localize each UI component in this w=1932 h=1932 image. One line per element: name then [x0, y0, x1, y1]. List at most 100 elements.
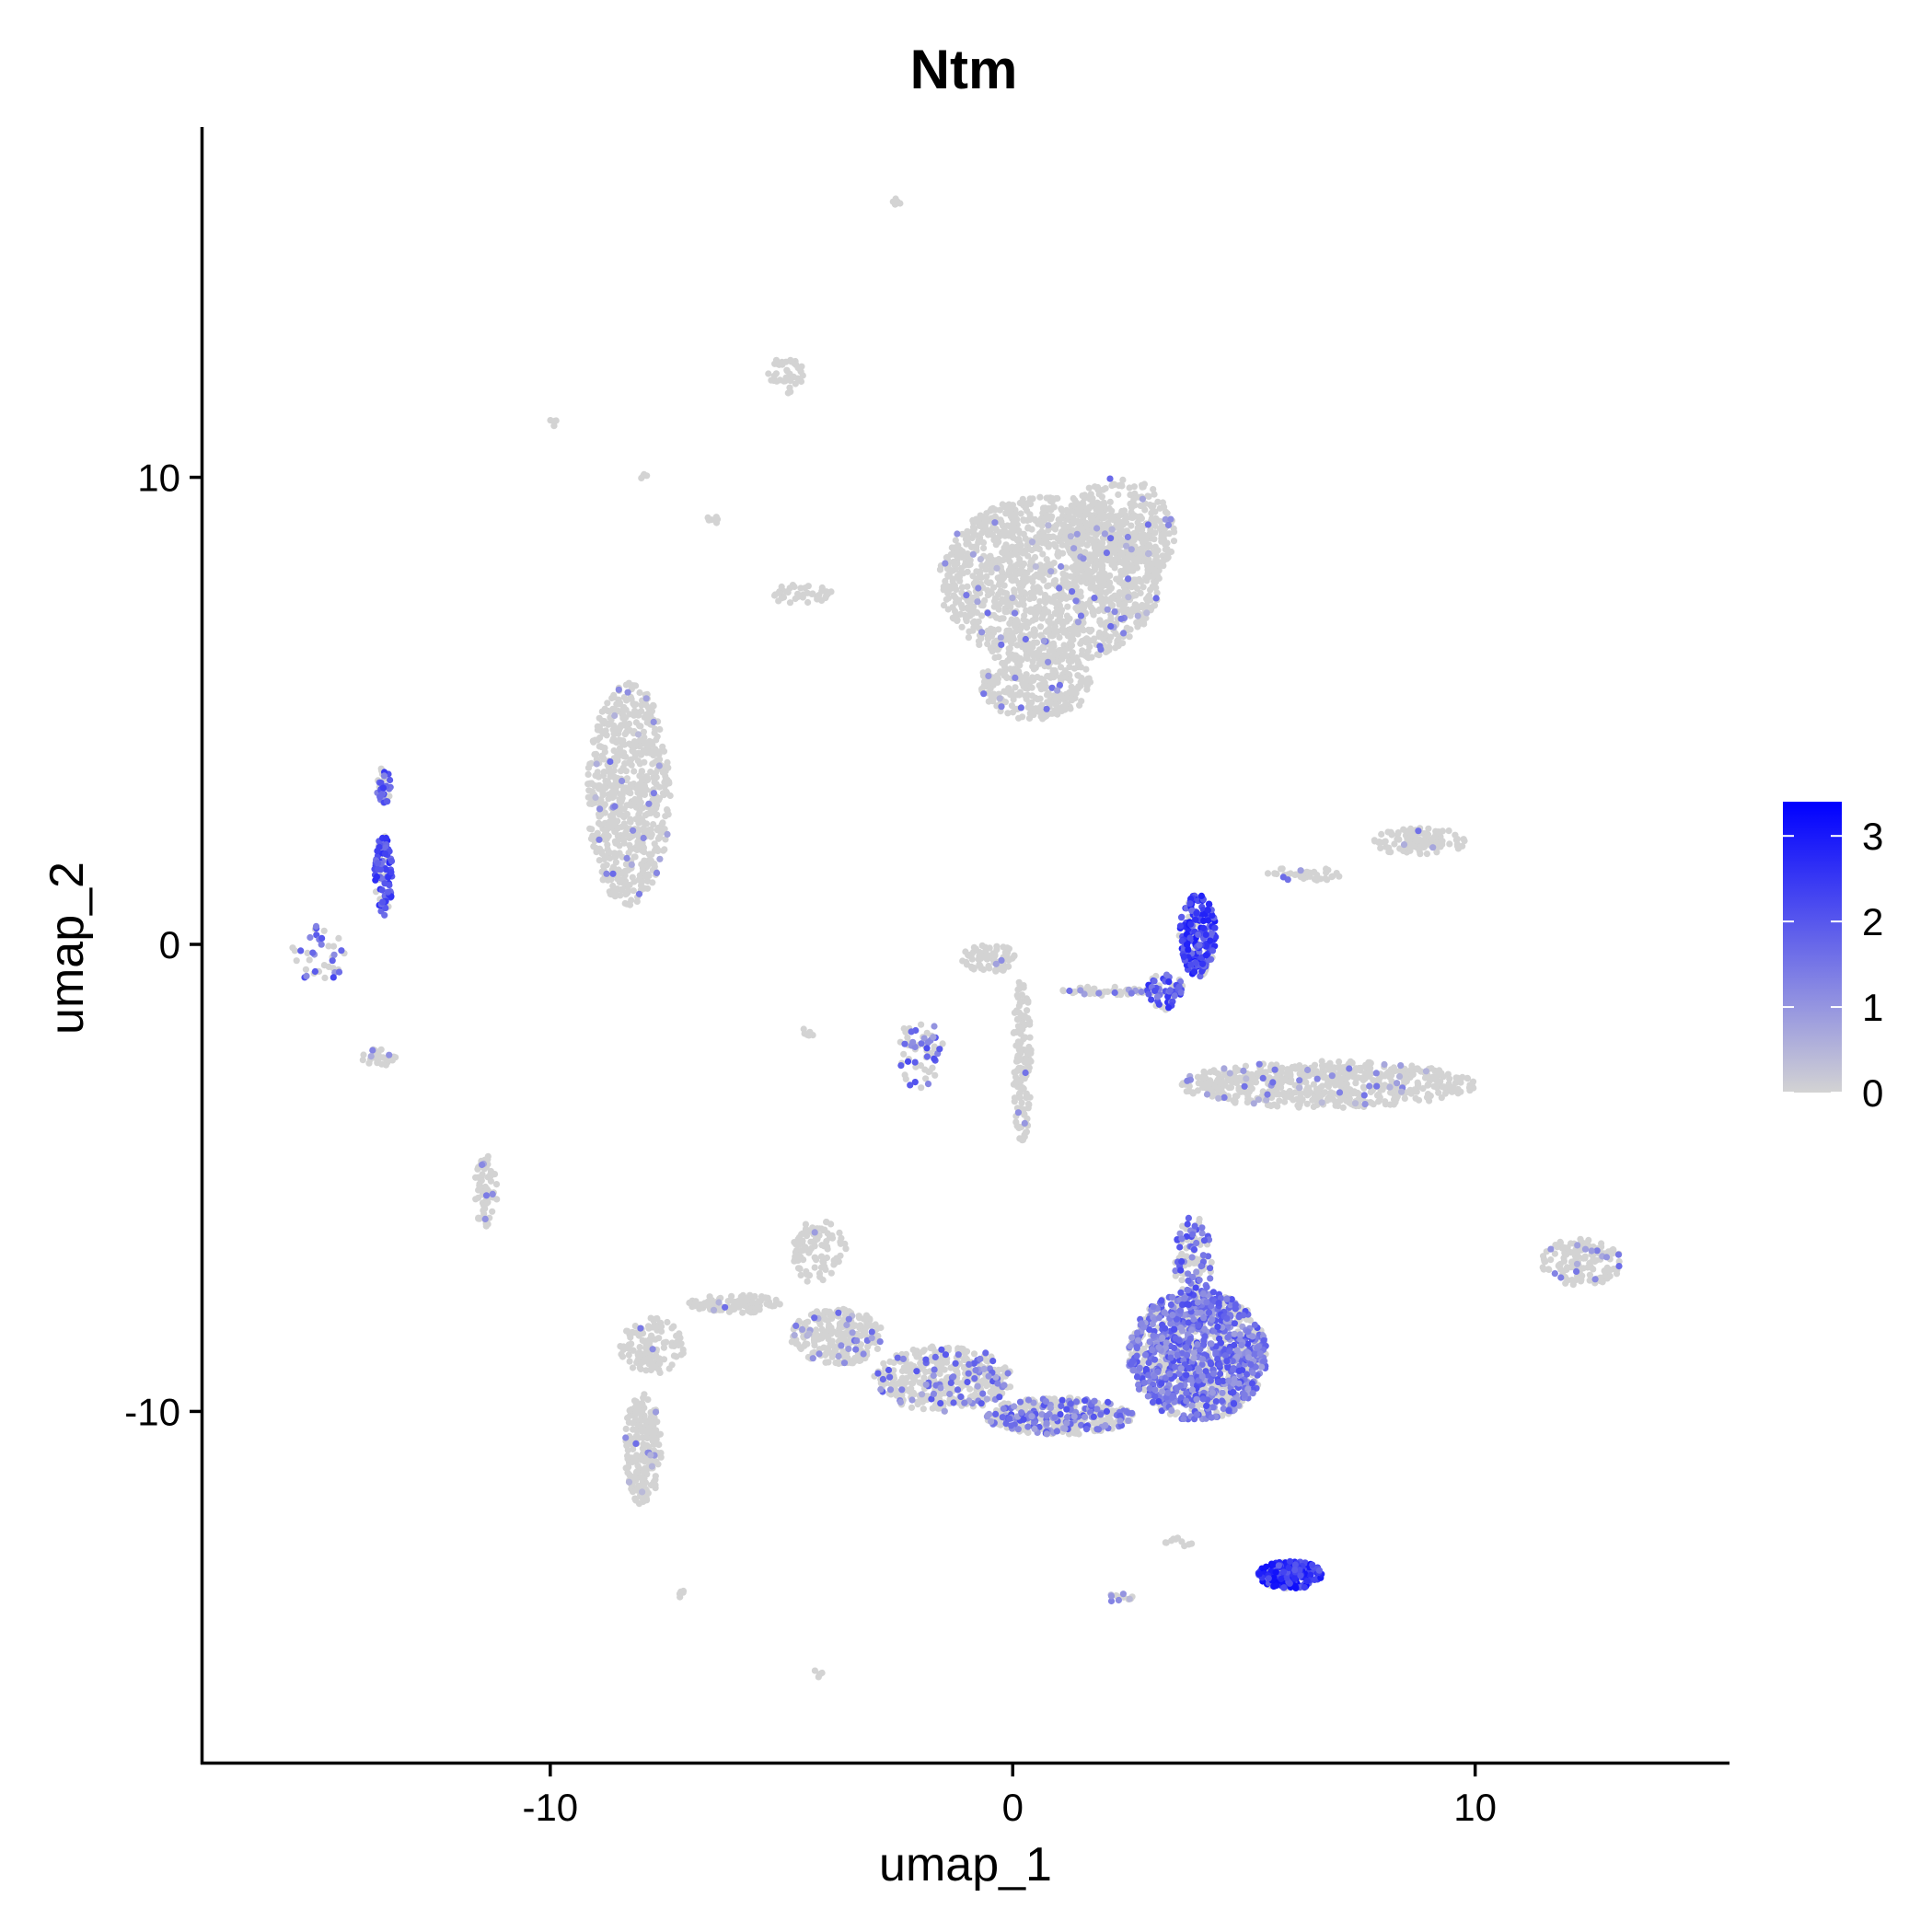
cell-point: [1419, 837, 1427, 844]
cell-point: [1015, 1002, 1023, 1010]
cell-point: [964, 527, 971, 535]
cell-point: [1170, 538, 1178, 545]
cell-point: [1034, 674, 1041, 681]
cell-point: [995, 626, 1002, 633]
cell-point: [1293, 1095, 1301, 1103]
cell-point: [1094, 550, 1102, 557]
cell-point: [1000, 966, 1007, 974]
chart-title: Ntm: [910, 39, 1018, 100]
cell-point: [659, 819, 666, 827]
cell-point: [650, 702, 657, 710]
cell-point: [1047, 514, 1054, 521]
cell-point: [1032, 604, 1040, 611]
cell-point: [1278, 865, 1285, 873]
cell-point: [1097, 539, 1105, 547]
cell-point: [1018, 1135, 1025, 1142]
cell-point: [1281, 1098, 1289, 1105]
cell-point: [1061, 667, 1069, 675]
cell-point: [1051, 651, 1059, 658]
cell-point: [1051, 666, 1059, 675]
cell-point: [1112, 630, 1119, 638]
cell-point: [654, 847, 662, 854]
cell-point: [765, 370, 772, 377]
cell-point: [1020, 530, 1027, 538]
cell-point: [1151, 602, 1159, 609]
cell-point: [1062, 564, 1070, 572]
cell-point: [1016, 499, 1024, 507]
cell-point: [643, 719, 651, 726]
cell-point: [1284, 1066, 1291, 1073]
cell-point: [1108, 602, 1116, 610]
cell-point: [1100, 597, 1107, 605]
cell-point: [799, 372, 806, 379]
cell-point: [1142, 614, 1150, 622]
cell-point: [1017, 566, 1024, 573]
cell-point: [589, 832, 596, 839]
cell-point: [964, 532, 971, 540]
cell-point: [1452, 831, 1459, 839]
cell-point: [972, 945, 979, 953]
cell-point: [1087, 584, 1094, 592]
cell-point: [631, 853, 638, 861]
cell-point: [1130, 483, 1138, 491]
cell-point: [1014, 986, 1022, 993]
cell-point: [1006, 627, 1013, 634]
cell-point: [1024, 643, 1032, 652]
cell-point: [1085, 484, 1093, 492]
cell-point: [1335, 1064, 1342, 1071]
cell-point: [1016, 1089, 1024, 1096]
cell-point: [597, 821, 605, 828]
cell-point: [1448, 1088, 1456, 1095]
cell-point: [988, 589, 995, 596]
cell-point: [1003, 950, 1011, 957]
cell-point: [620, 836, 628, 843]
cell-point: [1101, 512, 1108, 519]
cell-point: [1106, 498, 1114, 506]
cell-point: [1135, 554, 1142, 561]
cell-point: [1339, 1081, 1347, 1088]
cell-point: [1295, 1104, 1302, 1111]
cell-point: [968, 543, 976, 550]
cell-point: [621, 760, 629, 768]
cell-point: [1152, 584, 1160, 592]
cell-point: [551, 417, 559, 424]
cell-point: [627, 817, 634, 826]
cell-point: [1133, 513, 1140, 520]
cell-point: [1000, 943, 1007, 951]
cell-point: [1039, 504, 1047, 512]
cell-point: [1115, 491, 1122, 499]
cell-point: [622, 768, 631, 775]
cell-point: [1424, 831, 1432, 839]
cell-point: [628, 781, 635, 789]
cell-point: [1014, 561, 1022, 568]
cell-point: [1085, 654, 1093, 661]
cell-point: [940, 602, 948, 609]
cell-point: [1313, 1068, 1320, 1075]
cell-point: [1096, 618, 1104, 626]
cell-point: [620, 820, 628, 827]
cell-point: [1008, 654, 1015, 662]
cell-point: [629, 873, 636, 881]
cell-point: [1445, 827, 1452, 835]
cell-point: [778, 595, 785, 602]
cell-point: [989, 648, 996, 655]
cell-point: [1056, 633, 1063, 642]
cell-point: [1160, 562, 1167, 570]
cell-point: [1036, 683, 1045, 690]
cell-point: [910, 1391, 918, 1398]
cell-point: [1126, 633, 1133, 641]
cell-point: [628, 742, 635, 749]
cell-point: [646, 709, 654, 716]
cell-point: [1059, 506, 1066, 515]
cell-point: [642, 701, 650, 709]
cell-point: [1026, 703, 1034, 711]
cell-point: [588, 788, 596, 795]
cell-point: [993, 943, 1001, 950]
cell-point: [606, 818, 613, 826]
cell-point: [992, 541, 1000, 549]
cell-point: [1039, 614, 1047, 621]
cell-point: [598, 744, 606, 751]
cell-point: [1062, 582, 1070, 589]
cell-point: [1079, 647, 1086, 654]
cell-point: [1046, 625, 1053, 632]
